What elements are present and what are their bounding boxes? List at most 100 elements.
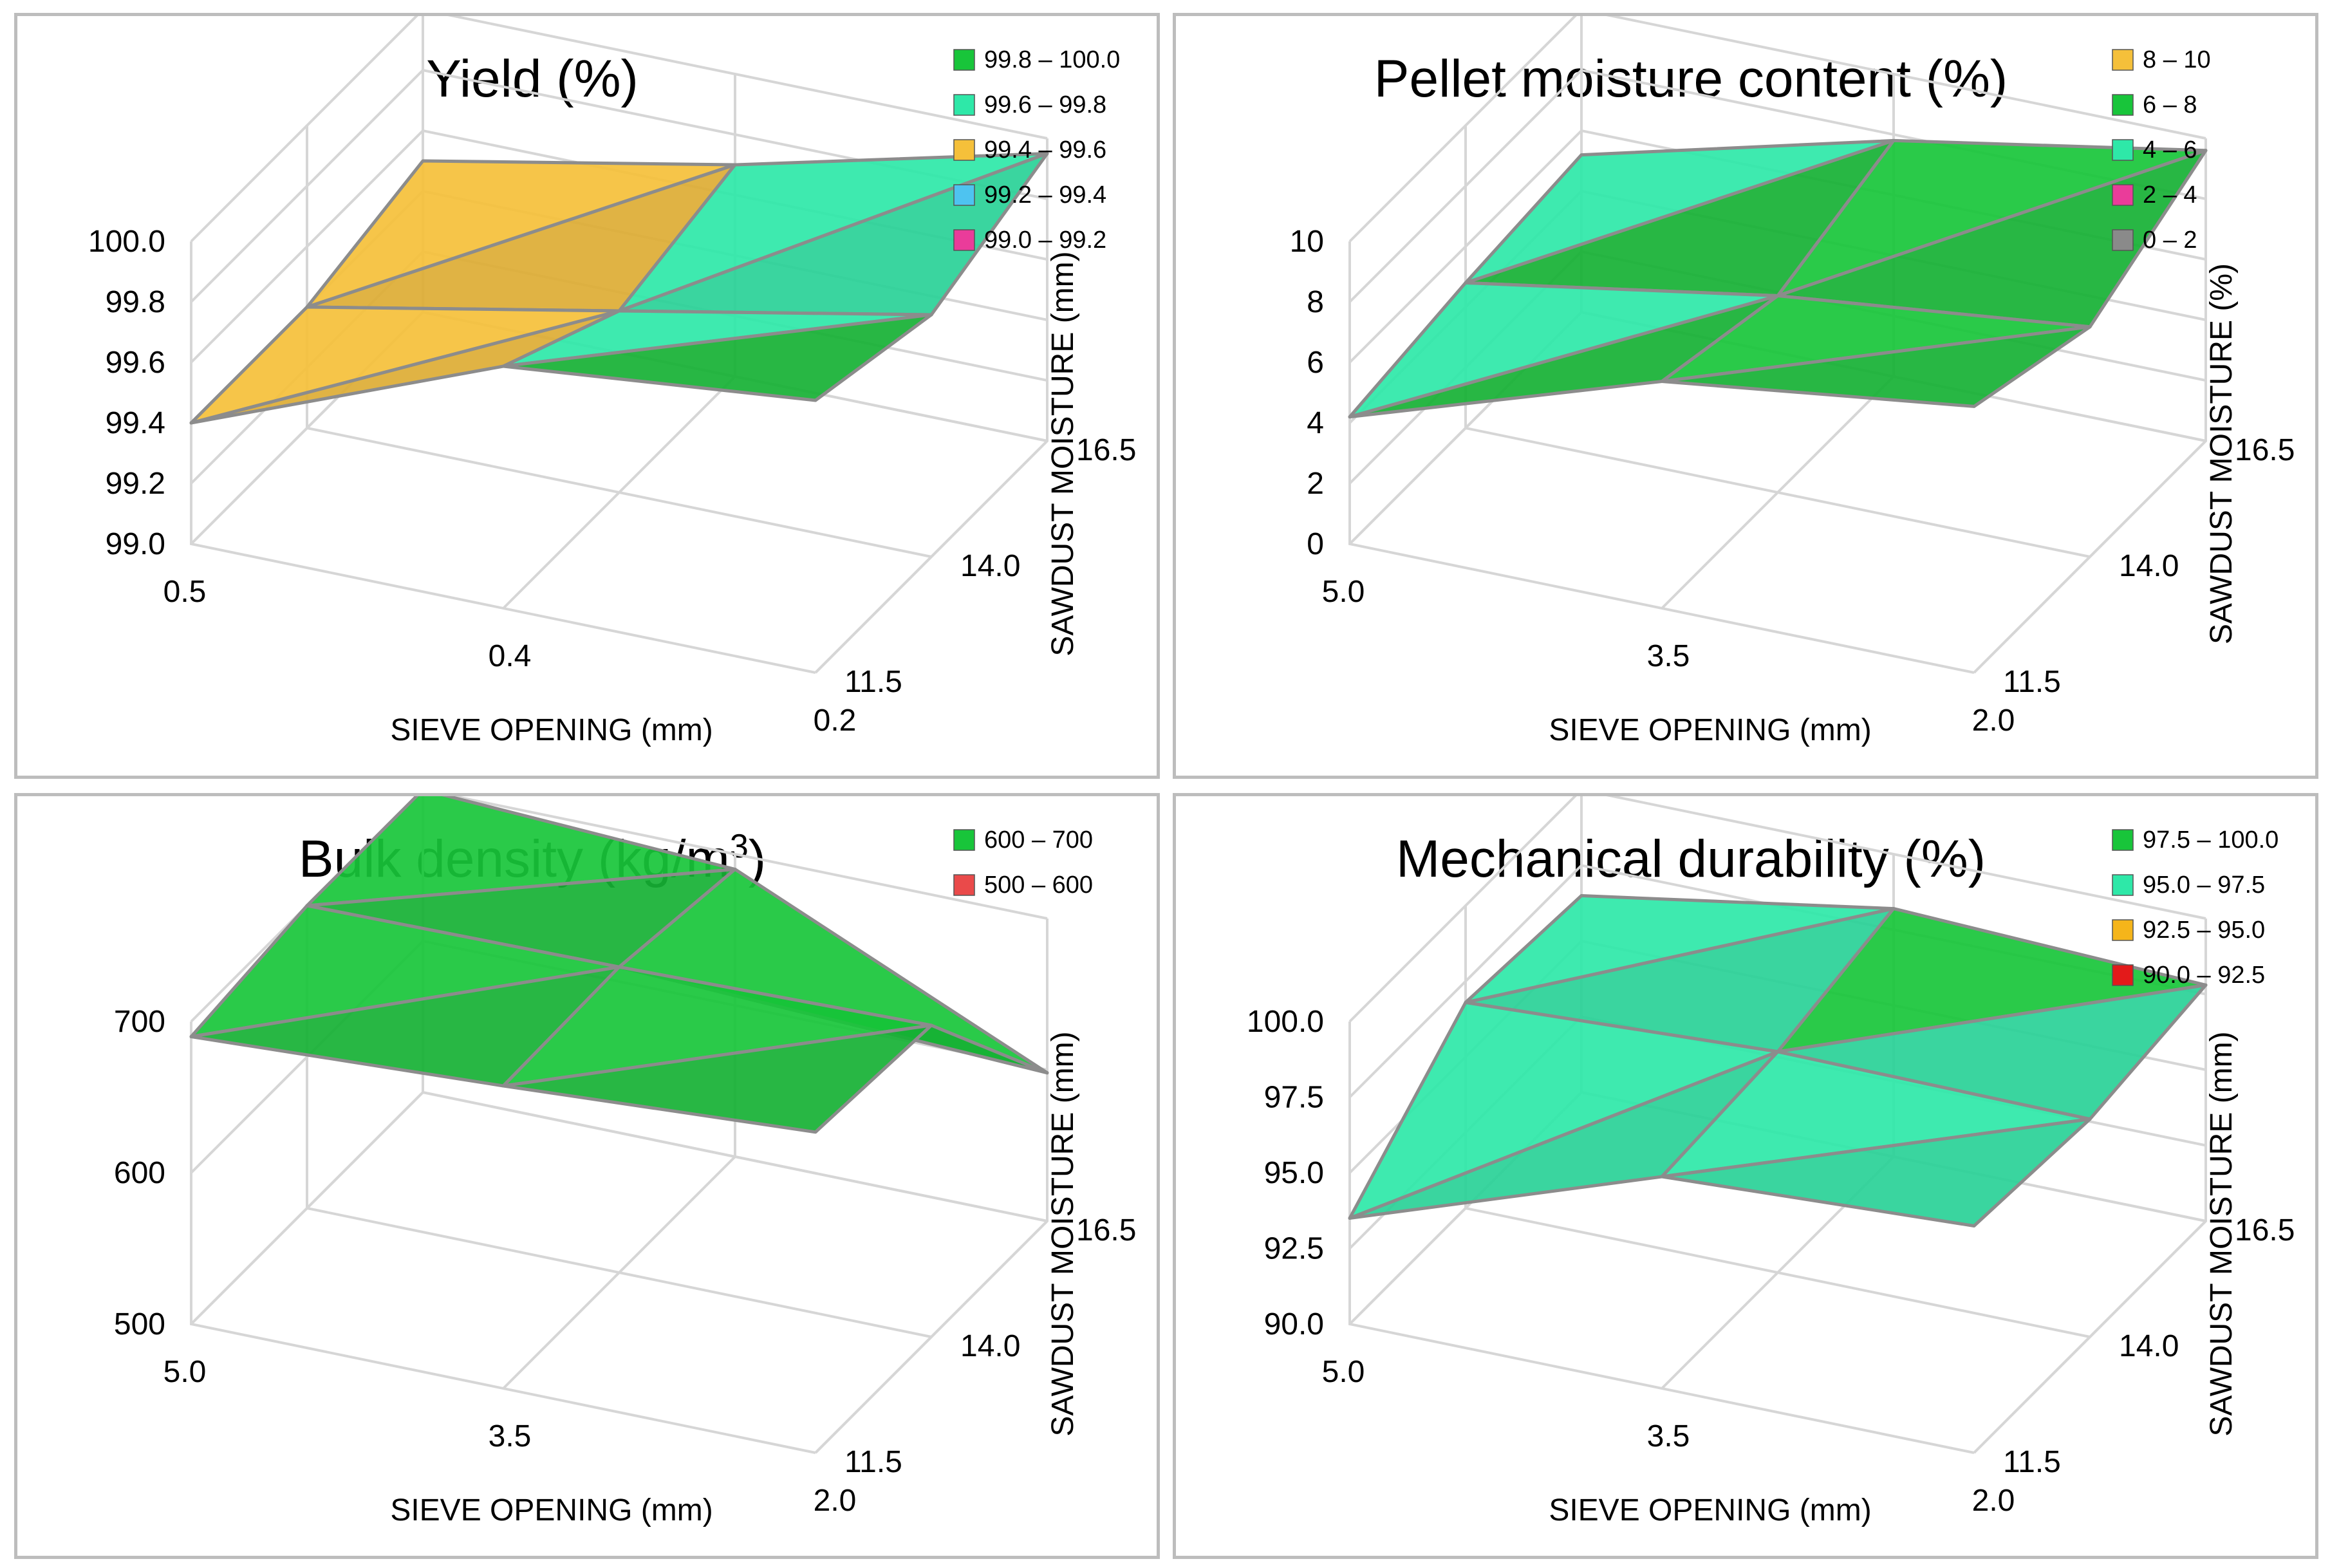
z-tick-label: 92.5 (1264, 1232, 1324, 1266)
y-axis-title: SAWDUST MOISTURE (mm) (2204, 1031, 2239, 1436)
y-tick-label: 16.5 (2235, 433, 2295, 467)
legend-swatch (953, 49, 975, 71)
legend-label: 500 – 600 (984, 872, 1093, 899)
z-tick-label: 10 (1290, 225, 1324, 259)
z-tick-label: 500 (114, 1307, 165, 1341)
surface-patch (1660, 325, 2092, 408)
legend-label: 97.5 – 100.0 (2143, 826, 2279, 854)
surface (189, 796, 1049, 1134)
y-tick-label: 14.0 (960, 1329, 1020, 1363)
z-tick-label: 100.0 (88, 225, 165, 259)
surface-patch (1660, 1117, 2092, 1227)
y-tick-label: 16.5 (1076, 1213, 1136, 1247)
z-tick-label: 700 (114, 1005, 165, 1039)
legend-label: 99.6 – 99.8 (984, 91, 1106, 118)
chart-title: Yield (%) (426, 50, 638, 108)
y-tick-label: 16.5 (1076, 433, 1136, 467)
z-tick-label: 97.5 (1264, 1081, 1324, 1115)
chart-title-main: Pellet moisture content (%) (1374, 50, 2008, 108)
legend-label: 99.8 – 100.0 (984, 46, 1120, 73)
grid-line-z (190, 796, 1048, 1023)
y-tick-label: 16.5 (2235, 1213, 2295, 1247)
chart-title-main: Yield (%) (426, 50, 638, 108)
chart-panel-bulk-density: Bulk density (kg/m3)5006007005.03.52.011… (14, 793, 1160, 1559)
y-axis-line (1973, 1220, 2207, 1454)
legend-swatch (2112, 49, 2134, 71)
legend-swatch (2112, 964, 2134, 986)
z-tick-label: 6 (1307, 346, 1324, 380)
x-tick-label: 3.5 (489, 1419, 532, 1453)
y-tick-label: 11.5 (844, 1445, 902, 1479)
x-axis-title: SIEVE OPENING (mm) (390, 713, 713, 747)
legend-swatch (953, 874, 975, 896)
x-tick-label: 3.5 (1647, 639, 1690, 673)
chart-title: Pellet moisture content (%) (1374, 50, 2008, 108)
chart-mechanical-durability: Mechanical durability (%) 90.0 92.5 95.0 97.… (1247, 796, 2295, 1527)
legend-label: 2 – 4 (2143, 182, 2197, 209)
x-tick-label: 5.0 (1322, 1355, 1365, 1389)
surface-patch (501, 1023, 933, 1134)
z-tick-label: 99.4 (106, 406, 165, 440)
surface (1348, 894, 2208, 1227)
chart-panel-pellet-moisture: Pellet moisture content (%) 0 2 4 6 8 10 5.0 3.5… (1173, 13, 2318, 779)
z-tick-label: 99.6 (106, 346, 165, 380)
x-tick-label: 2.0 (1972, 704, 2015, 738)
legend-swatch (2112, 874, 2134, 896)
legend-label: 6 – 8 (2143, 91, 2197, 118)
chart-title-main: Mechanical durability (%) (1396, 830, 1986, 888)
legend-label: 4 – 6 (2143, 136, 2197, 163)
grid-line-z (1348, 796, 2206, 1023)
legend-label: 90.0 – 92.5 (2143, 962, 2265, 989)
x-axis-title: SIEVE OPENING (mm) (1549, 1493, 1871, 1527)
z-tick-label: 99.8 (106, 285, 165, 319)
grid-line-z (190, 1090, 1048, 1325)
y-tick-label: 14.0 (2119, 1329, 2179, 1363)
surface (189, 152, 1049, 425)
legend-swatch (953, 94, 975, 116)
z-tick-label: 90.0 (1264, 1307, 1324, 1341)
legend-swatch (2112, 139, 2134, 161)
grid-line-y (1464, 126, 2091, 558)
z-tick-label: 95.0 (1264, 1156, 1324, 1190)
legend-swatch (2112, 229, 2134, 251)
legend-swatch (2112, 184, 2134, 206)
x-axis-title: SIEVE OPENING (mm) (1549, 713, 1871, 747)
chart-bulk-density: Bulk density (kg/m3)5006007005.03.52.011… (114, 796, 1136, 1527)
legend-label: 99.2 – 99.4 (984, 182, 1106, 209)
legend-swatch (953, 229, 975, 251)
y-tick-label: 11.5 (2003, 1445, 2061, 1479)
z-tick-label: 2 (1307, 467, 1324, 501)
z-tick-label: 100.0 (1247, 1005, 1324, 1039)
z-tick-label: 99.2 (106, 467, 165, 501)
z-tick-label: 4 (1307, 406, 1324, 440)
legend-swatch (953, 139, 975, 161)
z-tick-label: 600 (114, 1156, 165, 1190)
chart-title: Mechanical durability (%) (1396, 830, 1986, 888)
z-tick-label: 0 (1307, 527, 1324, 561)
legend-label: 600 – 700 (984, 826, 1093, 854)
legend: 8 – 10 6 – 8 4 – 6 2 – 4 0 – 2 (2112, 46, 2211, 254)
legend-label: 99.4 – 99.6 (984, 136, 1106, 163)
legend-label: 95.0 – 97.5 (2143, 872, 2265, 899)
legend-swatch (2112, 94, 2134, 116)
chart-panel-mechanical-durability: Mechanical durability (%) 90.0 92.5 95.0 97.… (1173, 793, 2318, 1559)
y-tick-label: 11.5 (844, 665, 902, 699)
y-tick-label: 14.0 (2119, 549, 2179, 583)
x-tick-label: 2.0 (814, 1484, 857, 1518)
x-tick-label: 3.5 (1647, 1419, 1690, 1453)
grid-line-y (306, 126, 932, 558)
grid-line-z (190, 16, 1048, 243)
z-tick-label: 8 (1307, 285, 1324, 319)
legend-label: 0 – 2 (2143, 227, 2197, 254)
surface (1348, 138, 2208, 419)
x-tick-label: 5.0 (1322, 575, 1365, 609)
legend-label: 8 – 10 (2143, 46, 2211, 73)
y-axis-title: SAWDUST MOISTURE (mm) (1046, 1031, 1080, 1436)
x-tick-label: 0.5 (163, 575, 207, 609)
chart-panel-yield: Yield (%) 99.0 99.2 99.4 99.6 99.8 100.0 0.5 0.4… (14, 13, 1160, 779)
legend-swatch (953, 184, 975, 206)
y-axis-title: SAWDUST MOISTURE (%) (2204, 263, 2239, 644)
legend-label: 92.5 – 95.0 (2143, 917, 2265, 944)
z-tick-label: 99.0 (106, 527, 165, 561)
surface-patch (501, 313, 933, 402)
